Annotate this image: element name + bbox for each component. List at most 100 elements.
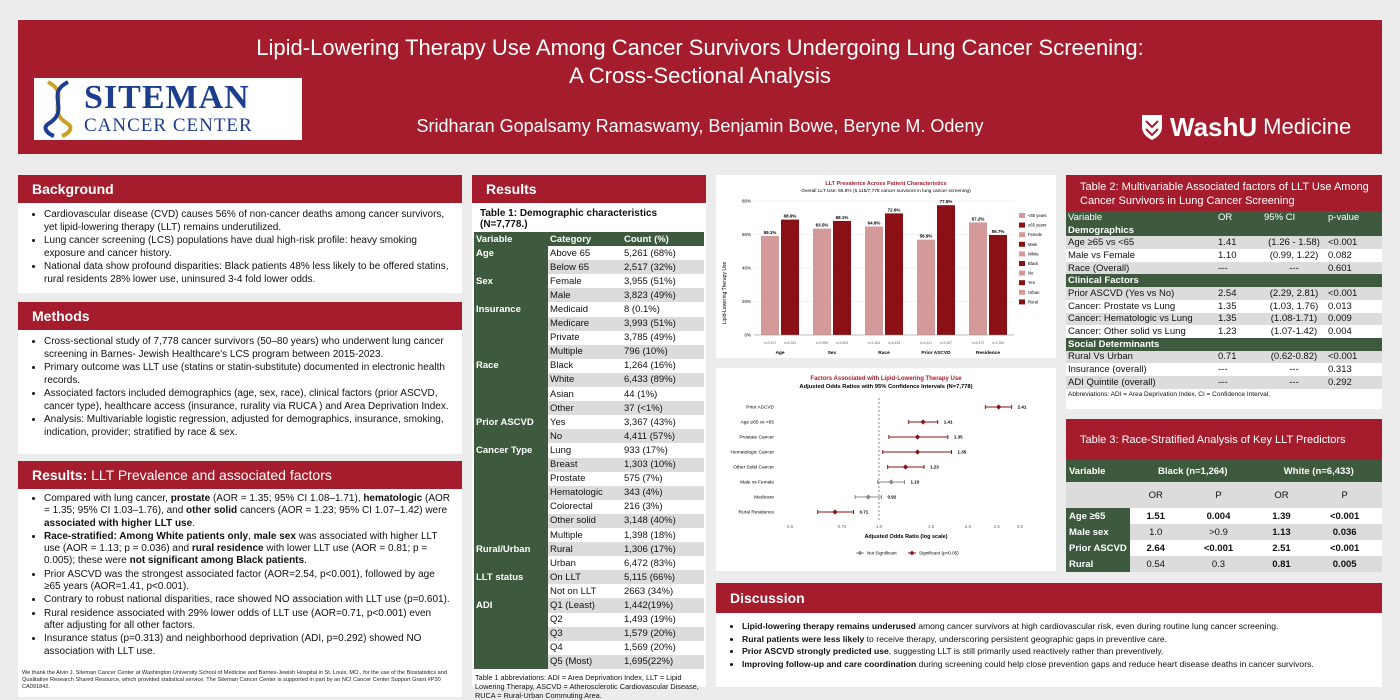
discussion-bullet: Prior ASCVD strongly predicted use, sugg… (742, 646, 1372, 658)
table2-cell: --- (1262, 375, 1326, 389)
table1-row: Multiple 796 (10%) (474, 344, 704, 359)
discussion-bullet: Rural patients were less likely to recei… (742, 634, 1372, 646)
table1-category-cell: Other solid (548, 513, 622, 528)
bar-legend-swatch (1019, 299, 1025, 305)
odds-ratio-label: 1.35 (958, 450, 967, 455)
bar-chart-category-label: Residence (976, 350, 1000, 356)
methods-bullet: Associated factors included demographics… (44, 388, 452, 413)
table1-category-cell: Above 65 (548, 246, 622, 261)
bar-n-label: n=6,433 (888, 341, 900, 345)
table1-category-cell: Other (548, 401, 622, 416)
table1-variable-cell (474, 330, 548, 345)
results-bullet: Insurance status (p=0.313) and neighborh… (44, 633, 452, 658)
table1-row: No 4,411 (57%) (474, 429, 704, 444)
table3-header-black: Black (n=1,264) (1130, 460, 1256, 482)
forest-xtick: 3.0 (1017, 524, 1024, 529)
table1-row: Age Above 65 5,261 (68%) (474, 246, 704, 261)
bar-legend-label: Yes (1028, 280, 1035, 285)
forest-row-label: Other Solid Cancer (733, 465, 774, 471)
table1-category-cell: Medicaid (548, 302, 622, 317)
forest-plot-panel: Factors Associated with Lipid-Lowering T… (716, 368, 1056, 571)
table1-note: Table 1 abbreviations: ADI = Area Depriv… (475, 672, 699, 700)
bar-legend-swatch (1019, 222, 1025, 228)
table2-row: Male vs Female 1.10 (0.99, 1.22) 0.082 (1066, 249, 1382, 262)
table1-category-cell: Multiple (548, 527, 622, 543)
forest-legend-label: Not Significant (867, 551, 897, 556)
table3-value-cell: <0.001 (1307, 540, 1382, 556)
text-run: . (192, 517, 195, 529)
text-run: among cancer survivors at high cardiovas… (915, 621, 1279, 631)
table1-count-cell: 3,367 (43%) (622, 415, 704, 430)
table3-variable-cell: Age ≥65 (1066, 508, 1130, 524)
bar-chart-category-label: Sex (828, 350, 837, 356)
table1-count-cell: 1,493 (19%) (622, 612, 704, 627)
table1-category-cell: On LLT (548, 570, 622, 585)
table1-row: Male 3,823 (49%) (474, 288, 704, 303)
results-left-body: Compared with lung cancer, prostate (AOR… (18, 489, 462, 663)
table2-cell: Cancer: Hematologic vs Lung (1066, 312, 1216, 326)
methods-bullet: Primary outcome was LLT use (statins or … (44, 362, 452, 387)
background-panel: Background Cardiovascular disease (CVD) … (18, 175, 462, 293)
table1-category-cell: Lung (548, 443, 622, 458)
bar-chart-category-label: Age (775, 350, 784, 356)
title-line-1: Lipid-Lowering Therapy Use Among Cancer … (256, 35, 1144, 60)
table1-count-cell: 37 (<1%) (622, 401, 704, 416)
forest-legend-marker (909, 550, 915, 556)
table1-row: Insurance Medicaid 8 (0.1%) (474, 302, 704, 317)
table1-count-cell: 44 (1%) (622, 387, 704, 402)
table1-category-cell: Asian (548, 387, 622, 402)
bar-legend-label: Urban (1028, 290, 1040, 295)
bar-n-label: n=1,306 (992, 341, 1004, 345)
bar-chart-category-label: Prior ASCVD (921, 350, 951, 356)
table1-row: Race Black 1,264 (16%) (474, 358, 704, 373)
table1-header-cell: Category (548, 232, 622, 247)
bar-value-label: 59.1% (764, 230, 777, 235)
table2-row: Prior ASCVD (Yes vs No) 2.54 (2.29, 2.81) <… (1066, 287, 1382, 300)
text-run: Prior ASCVD strongly predicted use (742, 646, 889, 656)
text-run: hematologic (363, 493, 423, 504)
table2-row: Insurance (overall) --- --- 0.313 (1066, 363, 1382, 376)
text-run: to receive therapy, underscoring persist… (864, 633, 1167, 644)
table1-variable-cell (474, 429, 548, 444)
table2-header-cell: 95% CI (1262, 211, 1326, 224)
methods-body: Cross-sectional study of 7,778 cancer su… (18, 330, 462, 444)
table2-cell: 1.35 (1216, 299, 1262, 313)
bar-legend-label: ≥65 years (1028, 223, 1046, 228)
bar-value-label: 56.9% (920, 234, 933, 239)
forest-xtick: 2.5 (993, 524, 1000, 529)
bar-chart: LLT Prevalence Across Patient Characteri… (722, 181, 1047, 356)
forest-row-label: Rural Residence (739, 510, 775, 516)
table1-variable-cell: Race (474, 358, 548, 373)
text-run: Race-stratified: Among White patients on… (44, 530, 249, 542)
table1-count-cell: 6,472 (83%) (622, 556, 704, 571)
bar-legend-label: White (1028, 251, 1039, 256)
authors: Sridharan Gopalsamy Ramaswamy, Benjamin … (416, 116, 984, 136)
table2-cell: --- (1262, 261, 1326, 275)
table1-header-cell: Variable (474, 232, 548, 247)
bar (885, 213, 903, 335)
odds-ratio-point (865, 494, 871, 500)
text-run: Compared with lung cancer, (44, 493, 171, 504)
table2-cell: ADI Quintile (overall) (1066, 375, 1216, 389)
forest-xtick: 0.75 (838, 524, 847, 529)
table3-value-cell: 0.3 (1181, 556, 1256, 572)
text-run: Rural patients were less likely (742, 633, 865, 644)
methods-bullet: Analysis: Multivariable logistic regress… (44, 414, 452, 439)
table3-value-cell: <0.001 (1307, 508, 1382, 524)
bar-n-label: n=5,261 (784, 341, 796, 345)
table2-row: Cancer: Hematologic vs Lung 1.35 (1.08-1.7… (1066, 312, 1382, 326)
bar-legend-swatch (1019, 241, 1025, 247)
odds-ratio-label: 0.92 (888, 495, 897, 500)
table1-category-cell: Q2 (548, 612, 622, 627)
table3-subheader: P (1307, 482, 1382, 508)
logo-text-siteman: SITEMAN (84, 79, 250, 116)
table2-row: Rural Vs Urban 0.71 (0.62-0.82) <0.001 (1066, 350, 1382, 364)
table1-category-cell: Q5 (Most) (548, 654, 622, 669)
table1-variable-cell (474, 556, 548, 571)
text-run: male sex (253, 530, 296, 542)
table2-row: Cancer: Prostate vs Lung 1.35 (1.03, 1.76)… (1066, 299, 1382, 313)
washu-medicine-logo: WashU Medicine (1140, 110, 1370, 144)
table2-cell: Insurance (overall) (1066, 363, 1216, 376)
bar (813, 228, 831, 335)
table1-variable-cell (474, 499, 548, 514)
